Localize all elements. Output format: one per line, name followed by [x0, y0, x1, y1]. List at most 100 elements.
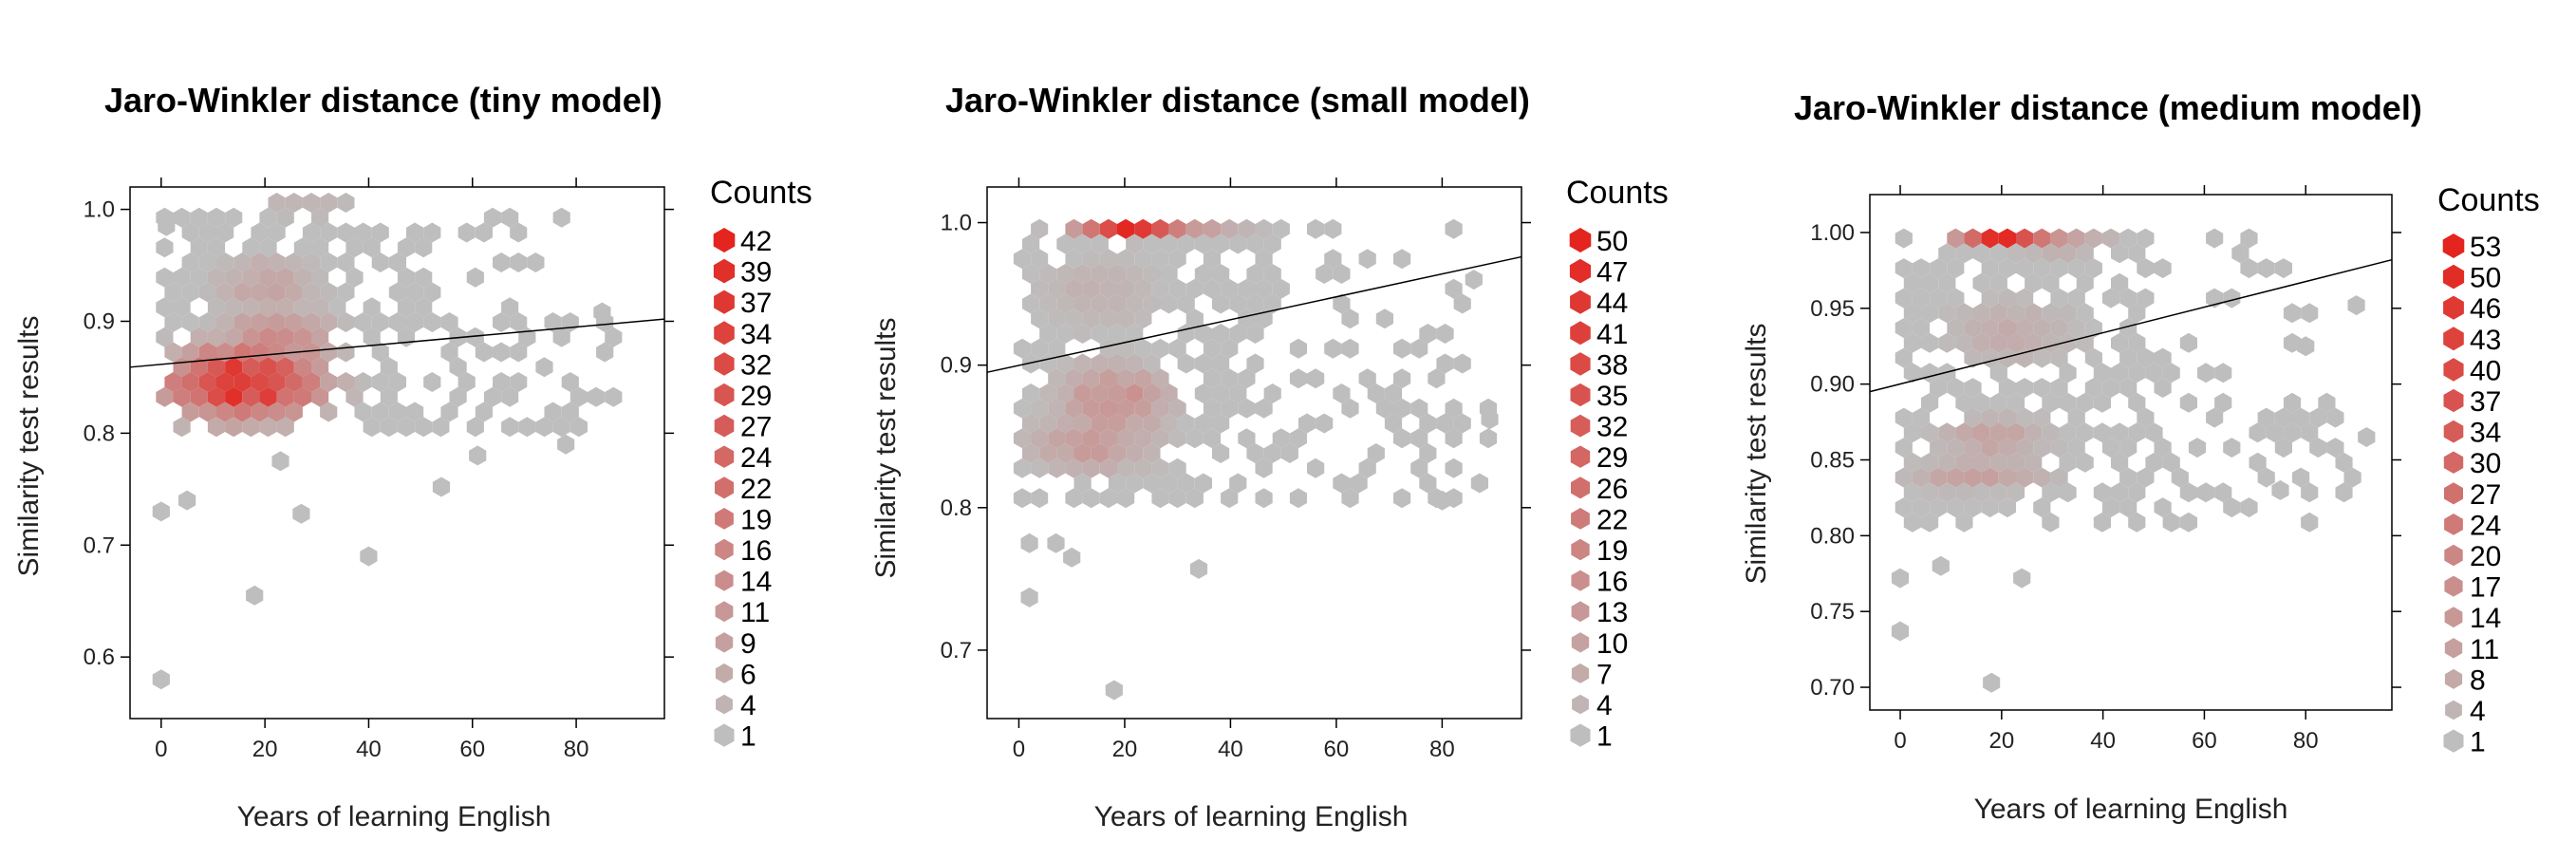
hexbin-cell — [1117, 278, 1135, 299]
hexbin-cell — [251, 312, 269, 332]
hexbin-cell — [1134, 278, 1152, 299]
y-tick-label: 0.80 — [1810, 523, 1855, 549]
hexbin-cell — [1375, 398, 1393, 419]
hexbin-cell — [1229, 383, 1247, 403]
hexbin-cell — [388, 312, 406, 332]
hexbin-cell — [1108, 473, 1127, 494]
hexbin-cell — [276, 267, 294, 288]
hexbin-cell — [1022, 353, 1040, 374]
hexbin-cell — [1048, 338, 1066, 359]
hexbin-cell — [1255, 398, 1273, 419]
hexbin-cell — [2292, 467, 2310, 488]
hexbin-cell — [1445, 218, 1463, 239]
hexbin-cell — [1143, 264, 1161, 284]
hexbin-cell — [449, 386, 467, 407]
hexbin-cell — [2042, 512, 2060, 533]
hexbin-cell — [1989, 392, 2007, 413]
hexbin-cell — [1117, 488, 1135, 509]
hexbin-cell — [293, 267, 311, 288]
hexbin-cell — [2162, 452, 2180, 473]
legend-swatch — [714, 321, 735, 346]
hexbin-cell — [2016, 318, 2034, 339]
hexbin-cell — [2171, 467, 2189, 488]
legend-swatch — [714, 414, 735, 438]
hexbin-cell — [544, 312, 562, 332]
hexbin-cell — [466, 417, 484, 438]
legend-label: 19 — [740, 504, 772, 535]
legend-swatch — [2443, 327, 2464, 351]
hexbin-cell — [1947, 318, 1965, 339]
hexbin-cell — [1998, 407, 2016, 428]
hexbin-cell — [1255, 458, 1273, 478]
hexbin-cell — [1117, 249, 1135, 270]
legend-swatch — [1571, 601, 1590, 623]
legend-swatch — [2442, 234, 2465, 258]
hexbin-cell — [363, 417, 381, 438]
hexbin-cell — [605, 386, 623, 407]
hexbin-cell — [2033, 407, 2051, 428]
legend-label: 1 — [2470, 727, 2486, 758]
legend-swatch — [1569, 228, 1592, 252]
hexbin-cell — [293, 357, 311, 378]
hexbin-cell — [2128, 363, 2146, 383]
hexbin-cell — [2128, 243, 2146, 264]
hexbin-cell — [2025, 422, 2043, 443]
hexbin-cell — [156, 327, 174, 347]
hexbin-cell — [2119, 288, 2137, 308]
hexbin-cell — [518, 417, 536, 438]
hexbin-cell — [1151, 368, 1169, 389]
hexbin-cell — [1384, 413, 1403, 434]
hexbin-cell — [259, 297, 277, 318]
hexbin-cell — [1048, 308, 1066, 329]
hexbin-cell — [2326, 407, 2344, 428]
hexbin-cell — [1039, 383, 1057, 403]
plot-frame — [986, 186, 1522, 720]
hexbin-cell — [1185, 428, 1204, 449]
x-tick-label: 60 — [459, 737, 485, 762]
hexbin-cell — [1367, 383, 1385, 403]
hexbin-cell — [1039, 264, 1057, 284]
y-axis-label: Similarity test results — [870, 317, 902, 578]
hexbin-cell — [1428, 368, 1446, 389]
hexbin-cell — [337, 193, 355, 213]
hexbin-cell — [1099, 398, 1117, 419]
hexbin-cell — [2076, 392, 2094, 413]
legend-label: 16 — [740, 535, 772, 567]
hexbin-cell — [190, 327, 208, 347]
hexbin-cell — [1065, 458, 1083, 478]
hexbin-cell — [311, 297, 329, 318]
hexbin-cell — [493, 372, 511, 392]
y-tick-label: 1.00 — [1810, 220, 1855, 246]
hexbin-cell — [158, 215, 176, 236]
hexbin-cell — [457, 222, 476, 243]
hexbin-cell — [2240, 258, 2258, 279]
hexbin-cell — [1221, 278, 1239, 299]
hexbin-cell — [1126, 353, 1144, 374]
hexbin-cell — [1031, 338, 1049, 359]
hexbin-cell — [1031, 428, 1049, 449]
legend-label: 34 — [2470, 418, 2501, 449]
hexbin-cell — [1895, 318, 1913, 339]
hexbin-cell — [2050, 288, 2068, 308]
hexbin-cell — [1082, 368, 1100, 389]
hexbin-cell — [2025, 452, 2043, 473]
hexbin-cell — [1453, 293, 1471, 314]
hexbin-cell — [207, 357, 226, 378]
hexbin-cell — [569, 417, 588, 438]
hexbin-cell — [2042, 243, 2060, 264]
hexbin-cell — [397, 297, 416, 318]
hexbin-cell — [216, 402, 234, 422]
hexbin-cell — [1194, 383, 1212, 403]
y-axis-label: Similarity test results — [13, 315, 45, 576]
legend-label: 38 — [1596, 349, 1628, 381]
hexbin-cell — [302, 372, 321, 392]
hexbin-cell — [360, 546, 378, 567]
hexbin-cell — [1947, 497, 1965, 518]
panel-tiny-model: Jaro-Winkler distance (tiny model) Years… — [13, 81, 812, 832]
legend-swatch — [715, 477, 734, 499]
legend-swatch — [714, 723, 735, 747]
hexbin-cell — [242, 297, 260, 318]
hexbin-cell — [2042, 422, 2060, 443]
hexbin-cell — [1143, 383, 1161, 403]
